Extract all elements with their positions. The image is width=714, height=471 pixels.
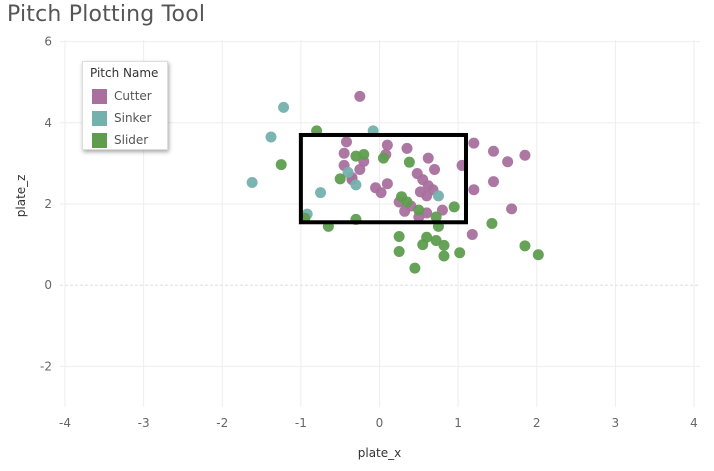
- point-slider[interactable]: [377, 152, 389, 164]
- x-axis-title: plate_x: [358, 446, 402, 460]
- data-points: [246, 90, 544, 274]
- point-sinker[interactable]: [315, 187, 327, 199]
- y-tick-label: -2: [40, 359, 52, 373]
- legend[interactable]: Pitch Name Cutter Sinker Slider: [82, 61, 168, 150]
- point-slider[interactable]: [409, 262, 421, 274]
- legend-swatch: [92, 133, 107, 148]
- point-slider[interactable]: [430, 235, 442, 247]
- y-tick-label: 0: [44, 278, 52, 292]
- point-sinker[interactable]: [432, 190, 444, 202]
- y-tick-labels: 6 4 2 0 -2: [40, 35, 52, 374]
- point-cutter[interactable]: [354, 163, 366, 175]
- point-slider[interactable]: [393, 230, 405, 242]
- point-cutter[interactable]: [381, 178, 393, 190]
- x-tick-label: 1: [454, 416, 462, 430]
- point-sinker[interactable]: [265, 131, 277, 143]
- x-tick-label: -4: [59, 416, 71, 430]
- strike-zone-box: [298, 132, 468, 225]
- point-cutter[interactable]: [468, 184, 480, 196]
- point-cutter[interactable]: [468, 137, 480, 149]
- point-sinker[interactable]: [246, 176, 258, 188]
- point-cutter[interactable]: [381, 139, 393, 151]
- x-tick-label: -2: [216, 416, 228, 430]
- point-cutter[interactable]: [502, 156, 514, 168]
- x-tick-labels: -4 -3 -2 -1 0 1 2 3 4: [59, 416, 698, 430]
- x-tick-label: -1: [295, 416, 307, 430]
- legend-title: Pitch Name: [90, 66, 159, 80]
- point-slider[interactable]: [393, 246, 405, 258]
- point-cutter[interactable]: [488, 176, 500, 188]
- point-cutter[interactable]: [340, 136, 352, 148]
- y-tick-label: 4: [44, 116, 52, 130]
- point-cutter[interactable]: [338, 147, 350, 159]
- point-cutter[interactable]: [429, 163, 441, 175]
- legend-label: Sinker: [114, 111, 152, 125]
- point-slider[interactable]: [438, 250, 450, 262]
- point-cutter[interactable]: [422, 152, 434, 164]
- point-sinker[interactable]: [350, 179, 362, 191]
- point-cutter[interactable]: [401, 142, 413, 154]
- point-slider[interactable]: [519, 240, 531, 252]
- x-tick-label: 0: [376, 416, 384, 430]
- page-title: Pitch Plotting Tool: [7, 2, 206, 27]
- grid-lines: [60, 40, 700, 407]
- point-cutter[interactable]: [506, 203, 518, 215]
- point-slider[interactable]: [413, 204, 425, 216]
- point-slider[interactable]: [417, 239, 429, 251]
- point-slider[interactable]: [486, 217, 498, 229]
- point-sinker[interactable]: [342, 166, 354, 178]
- y-tick-label: 6: [44, 35, 52, 49]
- point-slider[interactable]: [403, 156, 415, 168]
- point-cutter[interactable]: [466, 228, 478, 240]
- y-tick-label: 2: [44, 197, 52, 211]
- legend-swatch: [92, 111, 107, 126]
- point-cutter[interactable]: [354, 90, 366, 102]
- point-slider[interactable]: [430, 211, 442, 223]
- point-slider[interactable]: [454, 247, 466, 259]
- point-cutter[interactable]: [375, 187, 387, 199]
- point-cutter[interactable]: [519, 149, 531, 161]
- x-tick-label: 3: [612, 416, 620, 430]
- point-slider[interactable]: [275, 159, 287, 171]
- point-slider[interactable]: [401, 196, 413, 208]
- x-tick-label: -3: [138, 416, 150, 430]
- x-tick-label: 4: [690, 416, 698, 430]
- point-slider[interactable]: [358, 148, 370, 160]
- legend-swatch: [92, 89, 107, 104]
- point-slider[interactable]: [334, 173, 346, 185]
- point-sinker[interactable]: [278, 101, 290, 113]
- point-slider[interactable]: [438, 239, 450, 251]
- point-slider[interactable]: [448, 201, 460, 213]
- legend-label: Cutter: [114, 89, 152, 103]
- legend-label: Slider: [114, 133, 149, 147]
- point-cutter[interactable]: [488, 145, 500, 157]
- point-slider[interactable]: [532, 249, 544, 261]
- x-tick-label: 2: [533, 416, 541, 430]
- y-axis-title: plate_z: [14, 175, 28, 218]
- strike-zone: [298, 132, 468, 225]
- point-cutter[interactable]: [421, 190, 433, 202]
